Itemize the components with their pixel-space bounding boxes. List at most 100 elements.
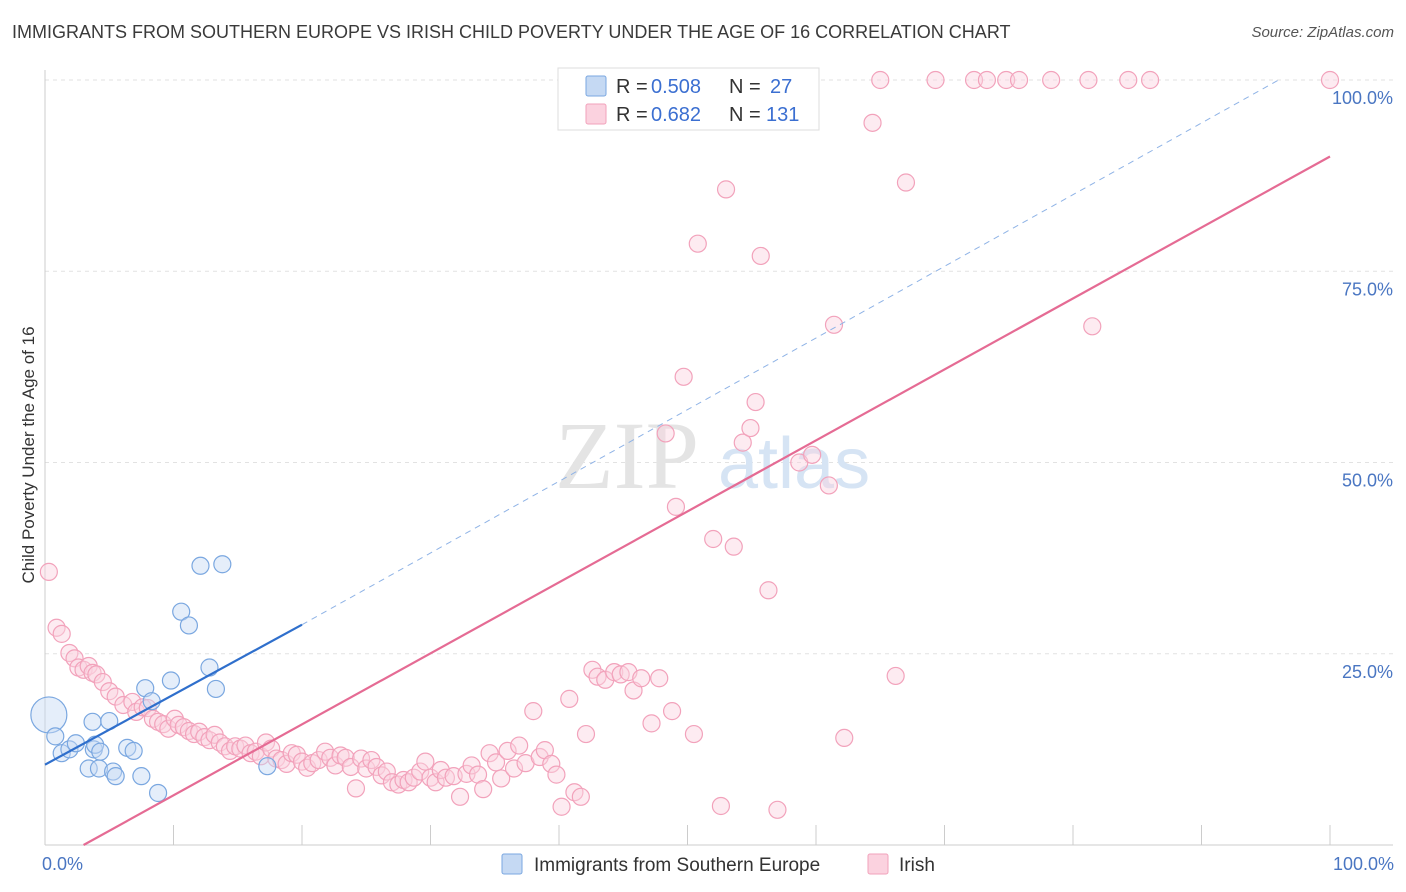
irish-point-83 <box>492 769 511 788</box>
irish-point-116 <box>716 180 736 199</box>
irish-point-107 <box>650 669 669 688</box>
irish-point-35 <box>231 739 250 758</box>
irish-point-140 <box>1083 317 1102 336</box>
southern-europe-point-23 <box>191 556 210 575</box>
irish-point-112 <box>684 724 704 744</box>
irish-point-92 <box>547 765 566 784</box>
axes <box>44 70 1393 846</box>
watermark-zip: ZIP <box>555 402 699 509</box>
southern-europe-point-24 <box>200 658 219 677</box>
irish-point-142 <box>1140 70 1160 90</box>
irish-point-110 <box>666 497 686 516</box>
watermark: ZIP atlas <box>555 402 870 509</box>
y-tick-label-2: 75.0% <box>1342 279 1393 299</box>
irish-point-123 <box>768 800 787 819</box>
stats-r-value-blue: 0.508 <box>651 76 701 98</box>
chart-title: IMMIGRANTS FROM SOUTHERN EUROPE VS IRISH… <box>12 22 1011 42</box>
legend-label-irish: Irish <box>899 855 935 876</box>
irish-point-141 <box>1119 70 1138 90</box>
stats-r-label-pink: R = <box>616 104 648 126</box>
southern-europe-point-26 <box>213 555 232 574</box>
irish-point-135 <box>977 70 997 90</box>
southern-europe-point-21 <box>172 602 191 621</box>
trend-line-irish <box>83 155 1331 846</box>
southern-europe-points <box>30 555 277 803</box>
irish-point-109 <box>662 702 682 721</box>
y-tick-label-0: 25.0% <box>1342 662 1393 682</box>
irish-point-131 <box>886 666 905 686</box>
southern-europe-point-16 <box>132 767 151 786</box>
irish-point-136 <box>997 70 1016 90</box>
trend-line-southern-europe <box>44 623 303 766</box>
irish-point-134 <box>964 70 984 90</box>
x-tick-label-0: 0.0% <box>42 854 83 874</box>
southern-europe-point-25 <box>206 679 226 699</box>
irish-point-129 <box>863 113 882 132</box>
irish-point-18 <box>143 709 163 728</box>
irish-point-86 <box>510 736 529 755</box>
irish-point-120 <box>746 392 765 412</box>
x-tick-label-1: 100.0% <box>1333 854 1394 874</box>
irish-point-25 <box>179 721 199 741</box>
irish-point-2 <box>52 624 71 643</box>
legend-label-southern-europe: Immigrants from Southern Europe <box>534 855 820 876</box>
stats-r-value-pink: 0.682 <box>651 104 701 126</box>
irish-point-69 <box>411 762 430 781</box>
irish-point-57 <box>346 779 366 798</box>
legend-swatch-southern-europe <box>501 853 523 875</box>
stats-legend-swatch-blue <box>585 75 607 97</box>
irish-point-70 <box>416 752 435 771</box>
southern-europe-point-1 <box>46 727 65 746</box>
irish-point-74 <box>436 768 456 787</box>
irish-point-53 <box>326 756 345 775</box>
irish-point-82 <box>486 753 506 772</box>
southern-europe-point-20 <box>161 671 181 690</box>
trend-lines <box>44 79 1331 846</box>
stats-n-value-pink: 131 <box>766 104 799 126</box>
stats-legend: R = 0.508 N = 27 R = 0.682 N = 131 <box>557 67 820 131</box>
irish-point-125 <box>803 445 822 464</box>
southern-europe-point-15 <box>124 741 143 761</box>
irish-point-118 <box>733 433 752 452</box>
southern-europe-point-13 <box>106 767 125 786</box>
irish-point-97 <box>576 724 596 744</box>
irish-point-94 <box>560 689 579 708</box>
irish-point-0 <box>39 562 58 581</box>
irish-point-10 <box>93 672 112 692</box>
irish-point-93 <box>552 797 571 816</box>
irish-point-76 <box>450 787 470 806</box>
source-label: Source: ZipAtlas.com <box>1251 24 1394 41</box>
x-axis-ticks <box>44 825 1331 845</box>
southern-europe-point-4 <box>66 734 85 753</box>
y-tick-label-1: 50.0% <box>1342 471 1393 491</box>
trend-line-southern-europe-extension <box>301 79 1279 626</box>
irish-point-137 <box>1009 70 1029 90</box>
irish-point-108 <box>656 424 675 443</box>
stats-n-value-blue: 27 <box>770 76 792 98</box>
irish-point-106 <box>642 714 661 733</box>
watermark-atlas: atlas <box>718 424 870 504</box>
southern-europe-point-27 <box>258 757 277 776</box>
irish-point-63 <box>377 762 396 781</box>
irish-point-122 <box>759 581 778 600</box>
irish-point-14 <box>123 692 142 712</box>
irish-point-44 <box>277 754 296 774</box>
irish-point-126 <box>819 476 838 495</box>
irish-point-3 <box>60 643 79 663</box>
irish-point-91 <box>542 754 561 774</box>
irish-point-119 <box>741 418 760 438</box>
irish-point-80 <box>474 780 493 799</box>
bottom-legend: Immigrants from Southern Europe Irish <box>501 853 935 876</box>
grid-lines <box>45 79 1393 655</box>
stats-n-label-blue: N = <box>729 76 761 98</box>
x-axis-tick-labels: 0.0% 100.0% <box>42 854 1394 874</box>
southern-europe-point-22 <box>179 616 199 635</box>
irish-point-128 <box>835 728 854 748</box>
irish-point-96 <box>571 787 590 806</box>
stats-n-label-pink: N = <box>729 104 761 126</box>
stats-legend-swatch-pink <box>585 103 607 125</box>
southern-europe-point-6 <box>83 712 102 731</box>
y-axis-label: Child Poverty Under the Age of 16 <box>19 326 38 583</box>
southern-europe-point-0 <box>30 696 68 734</box>
